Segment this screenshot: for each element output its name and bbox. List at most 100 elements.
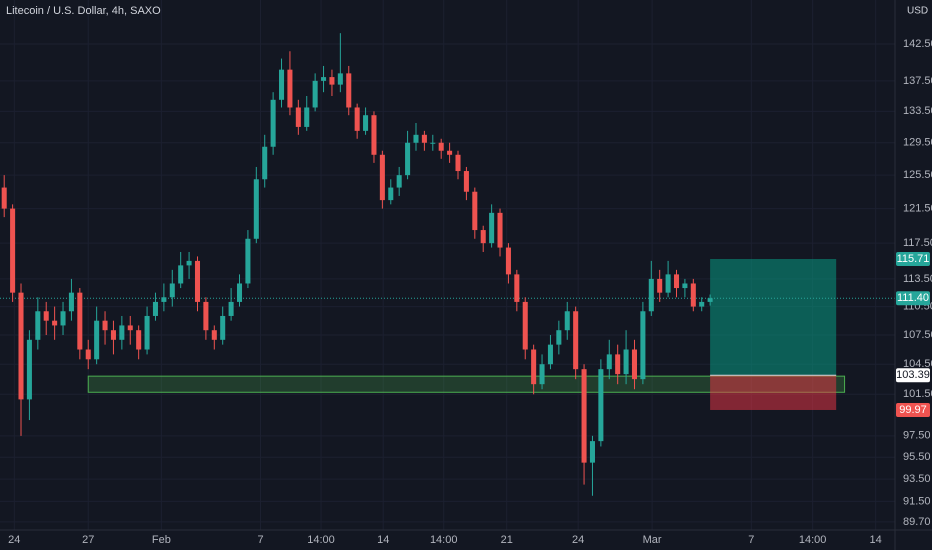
x-tick-label: 14 [870, 534, 882, 546]
candle-body [682, 283, 688, 289]
candle-body [657, 278, 663, 293]
y-tick-label: 95.50 [903, 451, 931, 463]
candle-body [203, 301, 209, 331]
entry-price-label: 103.39 [896, 369, 930, 381]
chart-title: Litecoin / U.S. Dollar, 4h, SAXO [6, 5, 161, 17]
candle-body [169, 283, 175, 298]
candle-body [77, 292, 83, 350]
stop-price-label: 99.97 [899, 404, 927, 416]
y-tick-label: 101.50 [903, 388, 932, 400]
y-tick-label: 117.50 [903, 237, 932, 249]
candle-body [531, 349, 537, 385]
candle-body [304, 107, 310, 127]
candle-body [564, 311, 570, 331]
candle-body [573, 311, 579, 370]
candle-body [94, 320, 100, 360]
y-tick-label: 104.50 [903, 358, 932, 370]
target-price-label-box [896, 252, 930, 267]
candle-body [245, 238, 251, 284]
candle-body [379, 154, 385, 201]
candle-body [396, 175, 402, 188]
candle-body [363, 115, 369, 131]
candle-body [161, 297, 167, 302]
candle-body [43, 311, 49, 321]
candle-body [194, 260, 201, 302]
y-tick-label: 142.50 [903, 38, 932, 50]
candle-body [673, 274, 680, 289]
loss-zone [710, 375, 837, 410]
candle-body [547, 344, 553, 365]
x-tick-label: 7 [257, 534, 263, 546]
candle-body [699, 301, 705, 307]
candle-body [463, 171, 469, 192]
candle-body [85, 349, 91, 360]
y-tick-label: 91.50 [903, 495, 931, 507]
candle-body [665, 274, 671, 293]
candle-body [279, 69, 285, 100]
candle-body [10, 208, 16, 293]
x-tick-label: 7 [748, 534, 754, 546]
candle-body [136, 330, 142, 350]
y-tick-label: 107.50 [903, 329, 932, 341]
plot-area [0, 0, 895, 530]
x-tick-label: 14:00 [799, 534, 827, 546]
candle-body [480, 230, 486, 244]
candle-body [648, 278, 654, 312]
y-tick-label: 93.50 [903, 473, 931, 485]
candle-body [354, 107, 360, 131]
candle-body [1, 187, 7, 209]
candle-body [405, 142, 411, 176]
currency-label: USD [907, 6, 928, 17]
candle-body [455, 154, 461, 172]
y-tick-label: 125.50 [903, 169, 932, 181]
candle-body [505, 247, 511, 275]
x-tick-label: 14:00 [307, 534, 335, 546]
last-price-label: 111.40 [897, 292, 929, 304]
x-tick-label: 21 [501, 534, 513, 546]
entry-price-label-box [896, 368, 930, 383]
candle-body [447, 150, 453, 155]
candle-body [287, 69, 293, 108]
candle-body [371, 115, 377, 155]
candle-body [489, 212, 495, 244]
profit-zone [710, 259, 837, 376]
candle-body [556, 330, 562, 345]
y-tick-label: 137.50 [903, 75, 932, 87]
candle-body [152, 301, 158, 316]
candle-body [110, 330, 116, 340]
candle-body [60, 311, 66, 326]
last-price-label-box [896, 291, 930, 306]
candle-body [52, 320, 58, 326]
y-tick-label: 129.50 [903, 137, 932, 149]
stop-price-label-box [896, 402, 930, 417]
candle-body [337, 73, 343, 85]
candle-body [606, 354, 612, 370]
y-tick-label: 121.50 [903, 202, 932, 214]
x-tick-label: 14:00 [430, 534, 458, 546]
x-tick-label: Mar [643, 534, 662, 546]
candle-body [68, 292, 74, 312]
x-tick-label: 14 [377, 534, 389, 546]
target-price-label: 115.71 [897, 253, 930, 265]
candle-body [623, 349, 629, 375]
candle-body [690, 283, 696, 307]
candle-body [35, 311, 41, 340]
y-tick-label: 113.50 [903, 273, 932, 285]
candle-body [253, 179, 259, 239]
candle-body [186, 260, 192, 266]
candle-body [295, 107, 301, 127]
candle-body [539, 364, 545, 385]
candle-body [497, 212, 503, 248]
candle-body [640, 311, 646, 380]
candle-body [18, 292, 24, 400]
candle-body [631, 349, 638, 380]
candle-body [119, 325, 125, 340]
candle-body [346, 73, 352, 108]
candle-body [144, 315, 150, 350]
support-zone [87, 375, 846, 393]
candle-body [388, 187, 394, 201]
candle-body [707, 298, 713, 302]
candle-body [598, 369, 604, 442]
candle-body [262, 146, 268, 180]
